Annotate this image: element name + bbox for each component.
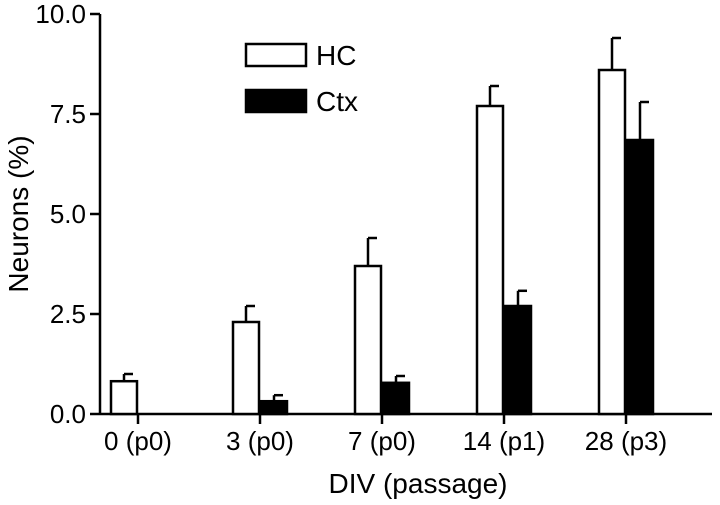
bar-hc (597, 68, 627, 416)
x-tick-label: 3 (p0) (226, 426, 294, 456)
bar-ctx (381, 381, 411, 416)
x-axis-title: DIV (passage) (329, 468, 508, 499)
legend-swatch-hc (244, 42, 308, 68)
bars (109, 36, 655, 416)
bar-hc (231, 320, 261, 416)
bar-ctx (503, 304, 533, 416)
x-tick-label: 0 (p0) (104, 426, 172, 456)
x-axis: 0 (p0) 3 (p0) 7 (p0) 14 (p1) 28 (p3) (100, 412, 712, 456)
legend-label-ctx: Ctx (316, 86, 358, 117)
y-tick-label: 2.5 (50, 299, 86, 329)
bar-ctx (625, 138, 655, 416)
legend-label-hc: HC (316, 40, 356, 71)
x-tick-label: 28 (p3) (585, 426, 667, 456)
legend-swatch-ctx (244, 88, 308, 114)
bar-hc (475, 104, 505, 416)
y-axis-title: Neurons (%) (3, 135, 34, 292)
bar-hc (353, 264, 383, 416)
y-tick-label: 7.5 (50, 99, 86, 129)
y-tick-label: 10.0 (35, 0, 86, 29)
legend: HC Ctx (244, 40, 358, 117)
bar-hc (109, 379, 139, 416)
x-tick-label: 14 (p1) (463, 426, 545, 456)
y-tick-label: 0.0 (50, 399, 86, 429)
y-axis: 0.0 2.5 5.0 7.5 10.0 (35, 0, 102, 429)
y-tick-label: 5.0 (50, 199, 86, 229)
x-tick-label: 7 (p0) (348, 426, 416, 456)
bar-ctx (259, 399, 289, 416)
